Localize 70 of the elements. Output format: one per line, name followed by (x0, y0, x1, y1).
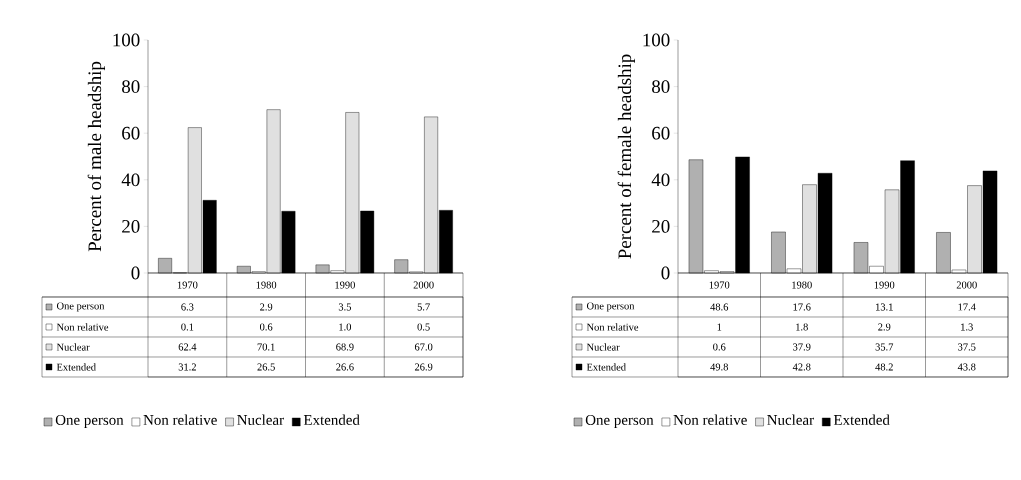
y-tick-label: 20 (652, 220, 670, 233)
data-label: 37.9 (793, 343, 811, 351)
text: Non relative (143, 414, 217, 425)
text: One person (55, 414, 124, 429)
data-label: 0.5 (417, 323, 430, 331)
y-tick-label: 20 (122, 220, 140, 233)
legend-label: One person (586, 302, 635, 312)
y-tick-label: 100 (643, 33, 670, 47)
x-tick-label: 2000 (956, 281, 977, 289)
text: Extended (586, 363, 626, 371)
legend-label: Nuclear (56, 343, 90, 351)
text: Nuclear (237, 414, 284, 425)
y-tick-label: 80 (122, 80, 140, 93)
data-label: 37.5 (958, 343, 976, 351)
y-tick-label: 0 (661, 266, 670, 280)
data-label: 0.1 (181, 323, 194, 331)
data-label: 26.6 (336, 363, 354, 371)
legend-label: Non relative (586, 323, 639, 331)
data-label: 2.9 (878, 323, 891, 331)
data-label: 0.6 (259, 323, 273, 331)
y-tick-label: 40 (121, 173, 140, 187)
x-tick-label: 2000 (413, 281, 434, 289)
y-tick-label: 40 (651, 173, 670, 187)
data-label: 6.3 (181, 303, 194, 311)
y-axis-title: Percent of male headship (87, 61, 106, 252)
y-tick-label: 60 (122, 126, 140, 140)
y-tick-label: 80 (652, 80, 670, 93)
y-tick-label: 100 (113, 33, 140, 47)
data-label: 2.9 (260, 303, 273, 311)
data-label: 67.0 (414, 343, 433, 351)
data-label: 43.8 (957, 363, 976, 371)
data-label: 0.6 (713, 343, 726, 351)
data-label: 17.4 (958, 303, 976, 311)
data-label: 49.8 (710, 363, 729, 371)
data-label: 1.8 (796, 323, 808, 331)
x-tick-label: 1970 (177, 281, 198, 289)
data-label: 70.1 (257, 343, 275, 351)
data-label: 13.1 (876, 303, 893, 311)
legend-label: Extended (56, 363, 96, 371)
y-tick-label: 0 (131, 266, 140, 280)
legend-label: Extended (833, 414, 890, 425)
data-label: 35.7 (875, 343, 894, 351)
data-label: 1.0 (339, 323, 352, 331)
x-tick-label: 1980 (256, 281, 277, 289)
text: Extended (303, 414, 360, 425)
y-tick-label: 60 (652, 126, 670, 140)
data-label: 3.5 (338, 303, 351, 311)
data-label: 48.2 (875, 363, 893, 371)
text: Non relative (673, 414, 747, 425)
data-label: 48.6 (710, 303, 729, 311)
data-label: 26.5 (257, 363, 275, 371)
data-label: 17.6 (793, 303, 811, 311)
text: Nuclear (767, 414, 814, 425)
text: One person (585, 414, 654, 429)
legend-label: One person (56, 302, 105, 312)
legend-label: Non relative (56, 323, 109, 331)
x-tick-label: 1980 (792, 281, 812, 289)
data-label: 26.9 (414, 363, 433, 371)
x-tick-label: 1990 (335, 281, 355, 289)
data-label: 62.4 (178, 343, 197, 351)
legend-label: Nuclear (586, 343, 620, 351)
data-label: 42.8 (792, 363, 811, 371)
data-label: 68.9 (336, 343, 354, 351)
data-label: 1 (717, 323, 722, 331)
x-tick-label: 1970 (709, 281, 730, 289)
x-tick-label: 1990 (874, 281, 895, 289)
y-axis-title: Percent of female headship (617, 54, 636, 259)
data-label: 1.3 (961, 323, 973, 331)
data-label: 31.2 (178, 363, 196, 371)
data-label: 5.7 (417, 303, 430, 311)
